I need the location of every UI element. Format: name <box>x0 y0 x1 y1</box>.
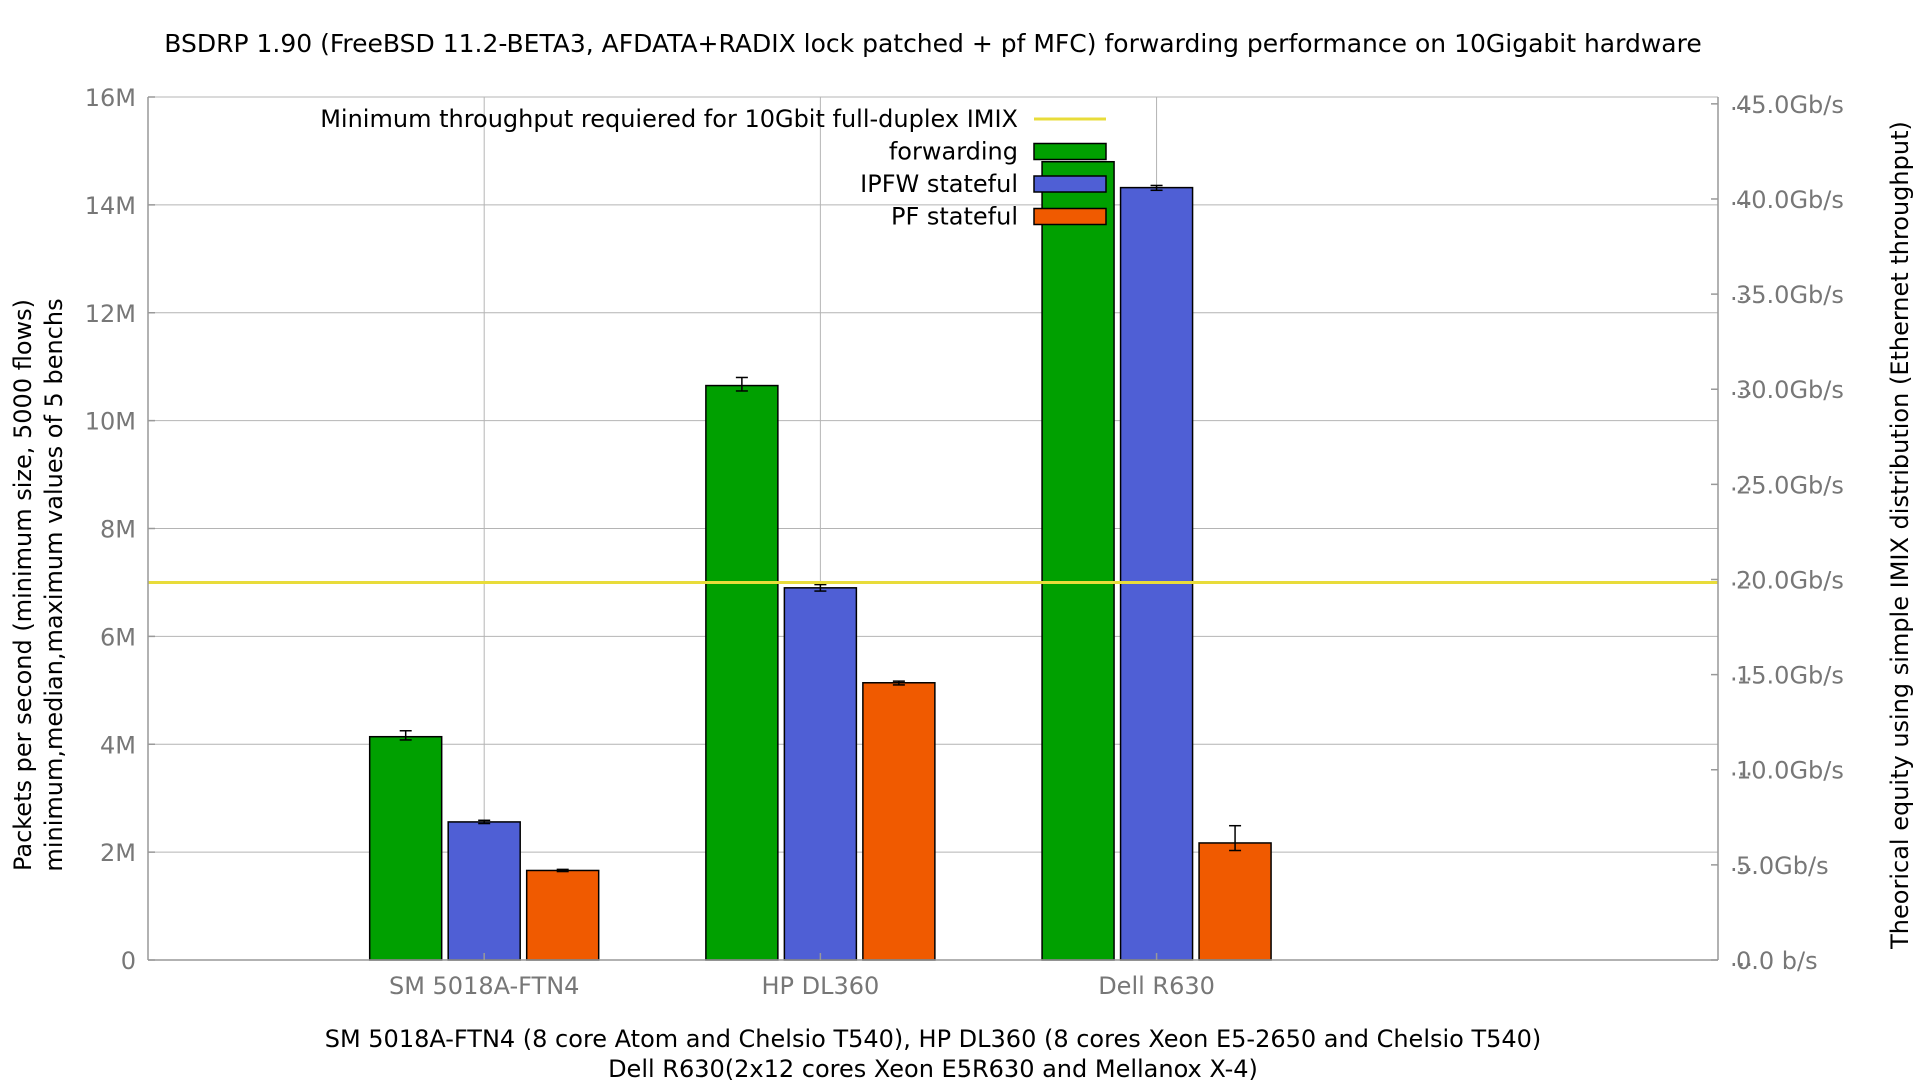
bar-pf-stateful-0 <box>525 869 600 961</box>
y2-tick-label: 30.0Gb/s <box>1736 376 1844 404</box>
x-tick-label: HP DL360 <box>761 972 879 1000</box>
bar-forwarding-2 <box>1041 160 1115 961</box>
bar-pf-stateful-1 <box>862 682 936 961</box>
y2-tick-label: 20.0Gb/s <box>1736 566 1844 594</box>
y-tick-label: 0 <box>121 947 136 975</box>
y-tick-label: 6M <box>100 623 136 651</box>
y-tick-label: 4M <box>100 731 136 759</box>
y-tick-label: 8M <box>100 516 136 544</box>
legend-swatch <box>1033 175 1107 193</box>
y2-tick-label: 25.0Gb/s <box>1736 471 1844 499</box>
bar-forwarding-1 <box>705 384 779 961</box>
y2-tick-label: 10.0Gb/s <box>1736 757 1844 785</box>
bar-pf-stateful-2 <box>1198 842 1272 961</box>
legend-swatch <box>1033 207 1107 226</box>
y2-tick-dots: ... <box>1730 373 1753 401</box>
y2-tick-dots: ... <box>1730 849 1753 877</box>
legend-label: Minimum throughput requiered for 10Gbit … <box>320 105 1018 133</box>
y2-tick-dots: ... <box>1730 468 1753 496</box>
y2-tick-dots: ... <box>1730 183 1753 211</box>
x-axis-label-line-2: Dell R630(2x12 cores Xeon E5R630 and Mel… <box>608 1055 1258 1080</box>
y2-tick-dots: ... <box>1730 563 1753 591</box>
y2-tick-dots: ... <box>1730 278 1753 306</box>
y2-tick-dots: ... <box>1730 754 1753 782</box>
bars <box>368 160 1272 961</box>
y2-tick-dots: ... <box>1730 659 1753 687</box>
y2-tick-label: 40.0Gb/s <box>1736 186 1844 214</box>
y-tick-label: 14M <box>85 192 136 220</box>
y2-tick-label: 5.0Gb/s <box>1736 852 1829 880</box>
legend-label: forwarding <box>889 138 1018 166</box>
bar-ipfw-stateful-2 <box>1119 186 1194 961</box>
bar-ipfw-stateful-0 <box>447 821 521 961</box>
bar-forwarding-0 <box>368 735 443 961</box>
y2-tick-dots: ... <box>1730 944 1753 972</box>
y-tick-label: 12M <box>85 300 136 328</box>
bar-ipfw-stateful-1 <box>783 587 858 961</box>
chart-title: BSDRP 1.90 (FreeBSD 11.2-BETA3, AFDATA+R… <box>164 29 1701 58</box>
legend-swatch <box>1033 142 1107 161</box>
x-tick-label: SM 5018A-FTN4 <box>389 972 579 1000</box>
y2-tick-label: 15.0Gb/s <box>1736 662 1844 690</box>
y-tick-label: 16M <box>85 84 136 112</box>
legend: Minimum throughput requiered for 10Gbit … <box>320 105 1107 231</box>
y2-tick-label: 45.0Gb/s <box>1736 91 1844 119</box>
y-tick-label: 10M <box>85 408 136 436</box>
y2-tick-label: 0.0 b/s <box>1736 947 1818 975</box>
x-tick-label: Dell R630 <box>1098 972 1215 1000</box>
legend-label: IPFW stateful <box>860 170 1018 198</box>
y2-axis-label: Theorical equity using simple IMIX distr… <box>1886 121 1914 950</box>
y2-tick-label: 35.0Gb/s <box>1736 281 1844 309</box>
y-axis-label-line-1: Packets per second (minimum size, 5000 f… <box>9 299 37 871</box>
x-axis-label-line-1: SM 5018A-FTN4 (8 core Atom and Chelsio T… <box>325 1025 1542 1053</box>
legend-label: PF stateful <box>891 203 1018 231</box>
y-tick-label: 2M <box>100 839 136 867</box>
y2-tick-dots: ... <box>1730 88 1753 116</box>
y-axis-label-line-2: minimum,median,maximum values of 5 bench… <box>40 298 68 871</box>
